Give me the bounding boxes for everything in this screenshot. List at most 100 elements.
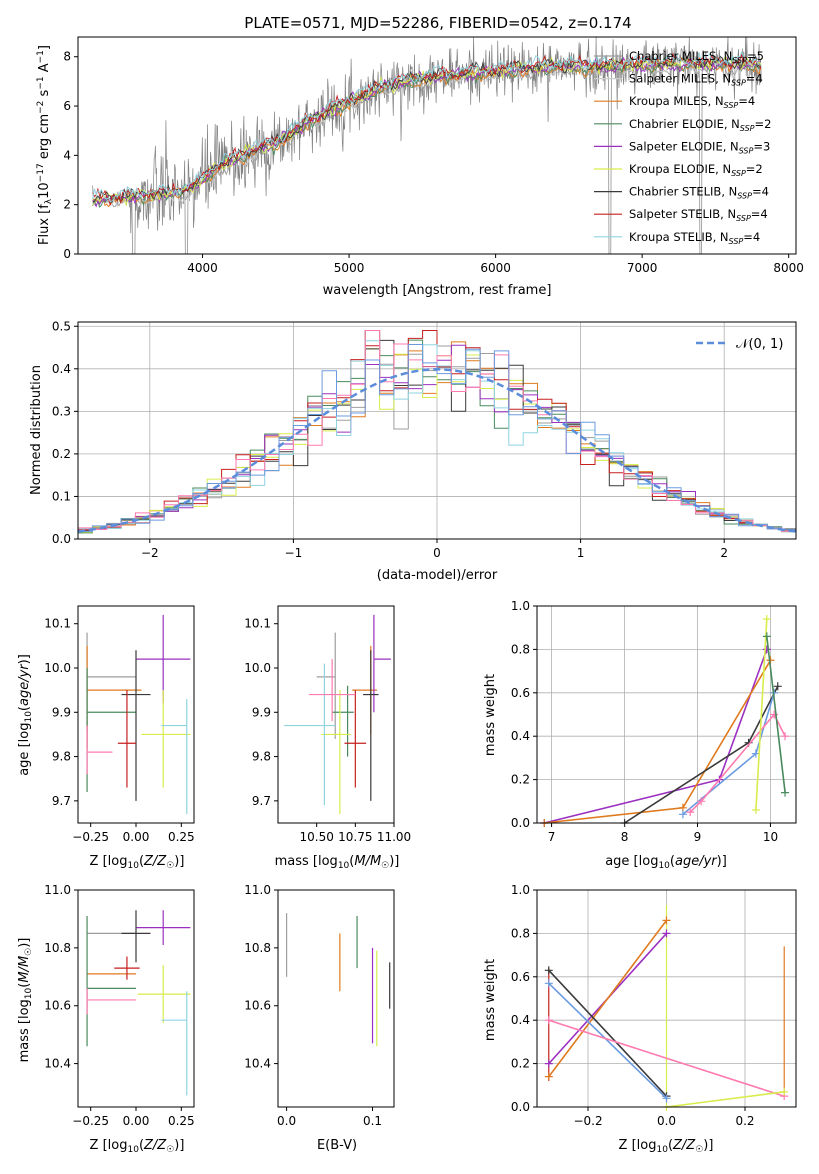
histogram-xlabel: (data-model)/error: [377, 568, 498, 583]
x-tick-label: 10.75: [338, 830, 372, 844]
mass-weight-marker: [544, 1072, 553, 1081]
x-tick-label: 0.0: [277, 1114, 296, 1128]
y-tick-label: 10.1: [244, 617, 271, 631]
mass-weight-line: [548, 969, 668, 1097]
figure-title: PLATE=0571, MJD=52286, FIBERID=0542, z=0…: [244, 14, 631, 32]
mw-z-ylabel: mass weight: [483, 959, 498, 1041]
mass-weight-marker: [662, 916, 671, 925]
y-tick-label: 9.7: [52, 794, 71, 808]
y-tick-label: 0.6: [511, 970, 530, 984]
x-tick-label: −2: [141, 546, 159, 560]
y-tick-label: 0.1: [52, 489, 71, 503]
y-tick-label: 0.2: [511, 1057, 530, 1071]
mass-weight-marker: [686, 808, 695, 817]
y-tick-label: 0.8: [511, 926, 530, 940]
mw-age-ylabel: mass weight: [483, 674, 498, 756]
mass-weight-marker: [544, 966, 553, 975]
mass-weight-marker: [762, 615, 771, 624]
mass-weight-line: [544, 659, 772, 824]
spectrum-ylabel: Flux [fλ10−17 erg cm−2 s−1 A−1]: [36, 45, 54, 245]
x-tick-label: 0.1: [363, 1114, 382, 1128]
spectrum-xlabel: wavelength [Angstrom, rest frame]: [323, 283, 552, 298]
mass-weight-line: [548, 982, 668, 1099]
axes-frame: [536, 889, 797, 1108]
mass-weight-marker: [544, 979, 553, 988]
mass-weight-line: [548, 1019, 785, 1097]
spectrum-ticks: 4000 5000 6000 7000 8000 0 2 4 6 8: [63, 50, 804, 275]
x-tick-label: 9: [694, 830, 702, 844]
y-tick-label: 2: [63, 198, 71, 212]
mass-weight-vs-age-panel: 7 8 9 10 0.0 0.2 0.4 0.6 0.8 1.0: [511, 599, 797, 844]
normal-distribution-curve: [77, 368, 797, 533]
legend-label: Kroupa MILES, NSSP=4: [629, 94, 755, 110]
legend-label: Chabrier ELODIE, NSSP=2: [629, 117, 771, 133]
y-tick-label: 0.3: [52, 404, 71, 418]
model-spectrum-line: [92, 56, 761, 208]
y-tick-label: 11.0: [244, 883, 271, 897]
y-tick-label: 10.6: [244, 999, 271, 1013]
histogram-plot-area: [77, 330, 797, 534]
x-tick-label: −0.25: [72, 1114, 109, 1128]
y-tick-label: 1.0: [511, 883, 530, 897]
mass-weight-line: [666, 1091, 785, 1108]
mass-weight-marker: [762, 645, 771, 654]
x-tick-label: 5000: [334, 261, 365, 275]
mass-vs-ebv-panel: 0.0 0.1 10.4 10.6 10.8 11.0: [244, 883, 395, 1128]
spectrum-panel: 4000 5000 6000 7000 8000 0 2 4 6 8 wavelength [An…: [36, 36, 804, 298]
axes-frame: [77, 889, 195, 1108]
mass-weight-vs-metallicity-panel: −0.2 0.0 0.2 0.0 0.2 0.4 0.6 0.8 1.0: [511, 883, 797, 1128]
y-tick-label: 0.4: [511, 729, 530, 743]
y-tick-label: 0.4: [52, 362, 71, 376]
x-tick-label: 11.00: [377, 830, 411, 844]
histogram-grid: −2 −1 0 1 2 0.0 0.1 0.2 0.3 0.4 0.5: [52, 319, 796, 560]
ebv-xlabel: E(B-V): [317, 1138, 357, 1153]
legend-label: Kroupa STELIB, NSSP=4: [629, 230, 760, 246]
model-spectrum-line: [92, 55, 762, 207]
mass-weight-marker: [544, 1059, 553, 1068]
mass-weight-line: [689, 713, 786, 813]
x-tick-label: 10.50: [299, 830, 333, 844]
mass-weight-marker: [751, 805, 760, 814]
y-tick-label: 10.0: [244, 661, 271, 675]
y-tick-label: 0.0: [511, 1100, 530, 1114]
y-tick-label: 10.1: [44, 617, 71, 631]
legend-label: Chabrier MILES, NSSP=5: [629, 49, 764, 65]
x-tick-label: 6000: [480, 261, 511, 275]
y-tick-label: 0.0: [511, 816, 530, 830]
mass-weight-marker: [697, 797, 706, 806]
mass-z-xlabel: Z [log10(Z/Z☉)]: [90, 1138, 185, 1155]
x-tick-label: 7: [548, 830, 556, 844]
age-mass-xlabel: mass [log10(M/M☉)]: [275, 854, 400, 871]
age-ylabel: age [log10(age/yr)]: [17, 654, 34, 776]
y-tick-label: 9.8: [52, 750, 71, 764]
y-tick-label: 0.2: [52, 447, 71, 461]
x-tick-label: 0.2: [735, 1114, 754, 1128]
mass-weight-line: [548, 919, 668, 1078]
x-tick-label: 0.00: [123, 830, 150, 844]
residual-histogram-panel: −2 −1 0 1 2 0.0 0.1 0.2 0.3 0.4 0.5 (data-model)/e…: [29, 319, 797, 583]
mass-weight-marker: [781, 788, 790, 797]
mass-weight-marker: [773, 682, 782, 691]
legend-label: Salpeter STELIB, NSSP=4: [629, 207, 768, 223]
y-tick-label: 0.6: [511, 686, 530, 700]
age-vs-mass-panel: 10.50 10.75 11.00 9.7 9.8 9.9 10.0 10.1: [244, 605, 411, 844]
y-tick-label: 10.0: [44, 661, 71, 675]
legend-label: Salpeter ELODIE, NSSP=3: [629, 139, 770, 155]
mass-weight-marker: [662, 1094, 671, 1103]
y-tick-label: 1.0: [511, 599, 530, 613]
y-tick-label: 0.2: [511, 773, 530, 787]
x-tick-label: 8000: [773, 261, 804, 275]
x-tick-label: 10: [763, 830, 778, 844]
mass-vs-metallicity-panel: −0.25 0.00 0.25 10.4 10.6 10.8 11.0: [44, 883, 194, 1128]
y-tick-label: 11.0: [44, 883, 71, 897]
y-tick-label: 9.8: [252, 750, 271, 764]
mass-weight-marker: [762, 632, 771, 641]
y-tick-label: 9.7: [252, 794, 271, 808]
y-tick-label: 10.4: [244, 1057, 271, 1071]
x-tick-label: 0.00: [123, 1114, 150, 1128]
histogram-axes-frame: [77, 321, 797, 540]
x-tick-label: −0.25: [72, 830, 109, 844]
age-z-xlabel: Z [log10(Z/Z☉)]: [90, 854, 185, 871]
y-tick-label: 9.9: [52, 705, 71, 719]
axes-frame: [277, 605, 395, 824]
